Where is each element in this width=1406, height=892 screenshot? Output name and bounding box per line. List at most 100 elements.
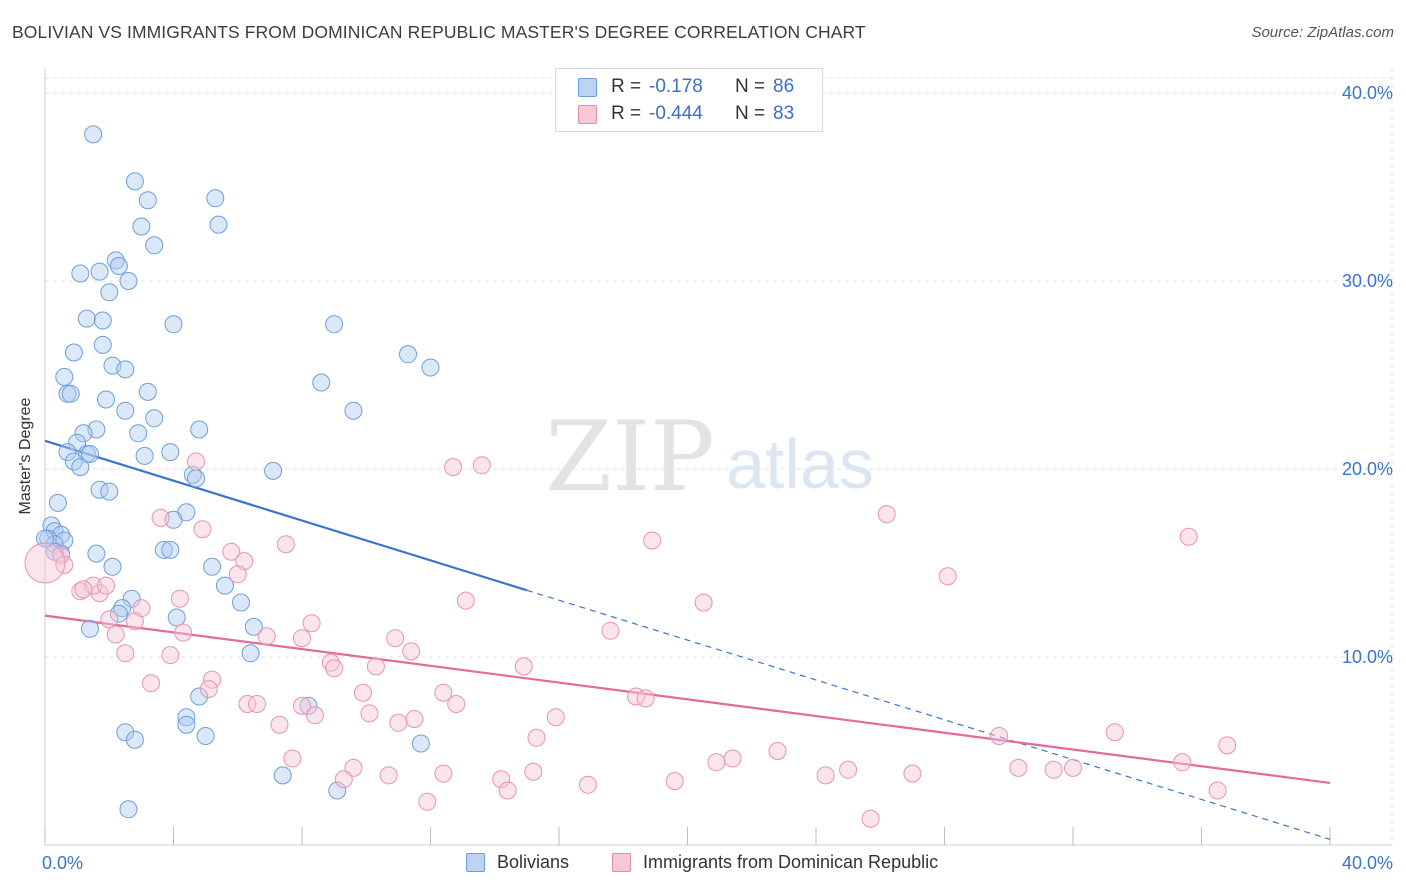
- point-bolivians: [113, 599, 132, 618]
- point-dominican: [100, 610, 119, 629]
- point-dominican: [199, 680, 218, 698]
- point-dominican: [74, 580, 93, 599]
- point-dominican: [665, 772, 684, 791]
- point-dominican: [578, 775, 597, 794]
- point-dominican: [360, 704, 379, 723]
- point-bolivians: [93, 311, 112, 330]
- point-bolivians: [71, 264, 90, 283]
- r-label: R =: [611, 103, 642, 124]
- watermark-atlas: atlas: [726, 425, 874, 503]
- point-dominican: [187, 452, 205, 471]
- grid-lines: [45, 68, 1393, 845]
- point-dominican: [1179, 527, 1198, 546]
- point-dominican: [472, 456, 491, 475]
- point-dominican: [293, 629, 311, 648]
- point-bolivians: [42, 516, 61, 535]
- point-dominican: [816, 766, 835, 785]
- point-bolivians: [138, 382, 157, 401]
- tick-labels: 10.0% 20.0% 30.0% 40.0% 0.0% 40.0%: [42, 83, 1393, 873]
- point-bolivians: [48, 493, 67, 512]
- x-tick-label: 40.0%: [1342, 853, 1393, 873]
- legend-swatch-blue: [466, 853, 485, 872]
- point-dominican: [694, 593, 713, 612]
- point-dominican: [24, 542, 66, 584]
- point-bolivians: [119, 272, 138, 290]
- point-bolivians: [74, 424, 93, 443]
- chart-title: BOLIVIAN VS IMMIGRANTS FROM DOMINICAN RE…: [12, 22, 866, 42]
- correlation-legend: R = -0.178 N = 86 R = -0.444 N = 83: [555, 68, 823, 132]
- point-bolivians: [81, 445, 99, 463]
- point-dominican: [527, 728, 546, 747]
- point-dominican: [125, 612, 144, 631]
- point-dominican: [707, 753, 726, 772]
- n-value: 83: [773, 103, 795, 124]
- point-dominican: [418, 792, 437, 811]
- point-bolivians: [145, 409, 164, 428]
- point-dominican: [903, 764, 922, 783]
- point-bolivians: [132, 217, 151, 236]
- point-dominican: [235, 552, 254, 571]
- legend-item-dominican[interactable]: Immigrants from Dominican Republic: [612, 852, 938, 873]
- point-dominican: [305, 706, 324, 725]
- series-legend: Bolivians Immigrants from Dominican Repu…: [0, 852, 1406, 878]
- point-bolivians: [100, 283, 119, 302]
- point-dominican: [434, 683, 453, 702]
- point-bolivians: [206, 189, 225, 208]
- point-dominican: [524, 762, 543, 781]
- point-dominican: [116, 644, 135, 663]
- point-dominican: [1218, 736, 1237, 755]
- point-dominican: [334, 770, 353, 789]
- point-bolivians: [190, 687, 209, 706]
- legend-label-dominican: Immigrants from Dominican Republic: [643, 852, 939, 872]
- legend-swatch-pink: [612, 853, 631, 872]
- data-points: [24, 125, 1237, 828]
- n-label: N =: [735, 76, 766, 97]
- point-dominican: [601, 621, 620, 640]
- point-bolivians: [244, 617, 263, 636]
- point-bolivians: [177, 708, 196, 727]
- r-label: R =: [611, 76, 642, 97]
- point-dominican: [447, 695, 466, 713]
- point-bolivians: [61, 384, 80, 403]
- point-bolivians: [138, 191, 157, 210]
- point-bolivians: [187, 469, 205, 488]
- point-dominican: [877, 505, 896, 524]
- point-bolivians: [328, 781, 347, 800]
- r-value: -0.444: [649, 103, 703, 124]
- trend-line-bolivians: [44, 439, 528, 592]
- point-bolivians: [167, 608, 186, 627]
- legend-swatch-pink: [578, 104, 597, 124]
- watermark-zip: ZIP: [545, 401, 714, 513]
- point-dominican: [386, 629, 405, 648]
- point-dominican: [643, 531, 662, 550]
- point-bolivians: [58, 443, 77, 462]
- point-dominican: [293, 696, 311, 715]
- point-dominican: [203, 670, 222, 689]
- point-bolivians: [421, 358, 440, 377]
- point-bolivians: [241, 644, 260, 663]
- point-dominican: [366, 657, 385, 676]
- point-dominican: [389, 713, 408, 732]
- legend-item-bolivians[interactable]: Bolivians: [466, 852, 569, 873]
- point-dominican: [444, 458, 462, 477]
- point-dominican: [514, 657, 533, 676]
- point-dominican: [302, 614, 321, 633]
- point-dominican: [492, 770, 511, 789]
- point-bolivians: [209, 215, 228, 234]
- point-dominican: [456, 591, 475, 610]
- legend-label-bolivians: Bolivians: [497, 852, 570, 872]
- point-bolivians: [399, 345, 417, 364]
- point-bolivians: [90, 262, 109, 281]
- point-bolivians: [116, 360, 135, 379]
- point-bolivians: [36, 529, 54, 548]
- point-dominican: [321, 653, 340, 672]
- point-dominican: [283, 749, 302, 768]
- point-bolivians: [273, 766, 292, 785]
- point-dominican: [52, 546, 71, 565]
- point-dominican: [161, 646, 180, 665]
- point-bolivians: [299, 696, 318, 715]
- point-dominican: [938, 567, 957, 586]
- point-bolivians: [312, 373, 331, 392]
- point-bolivians: [64, 343, 83, 362]
- point-dominican: [1105, 723, 1124, 742]
